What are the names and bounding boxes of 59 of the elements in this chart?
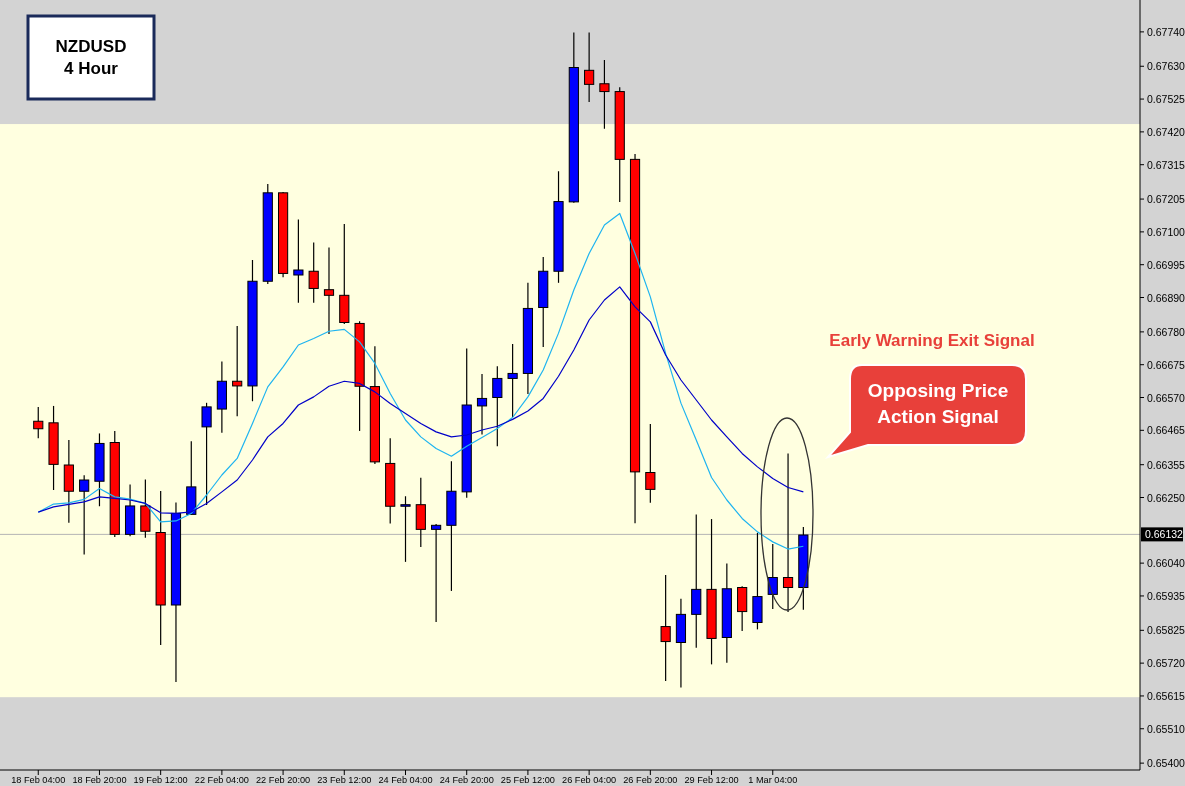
y-tick-label: 0.67315 (1147, 158, 1185, 171)
x-tick-label: 26 Feb 04:00 (562, 775, 617, 785)
y-tick-label: 0.65615 (1147, 689, 1185, 702)
x-tick-label: 18 Feb 20:00 (72, 775, 127, 785)
candlestick (660, 574, 671, 682)
candlestick (323, 246, 335, 335)
y-tick-label: 0.66995 (1147, 258, 1185, 271)
candlestick (308, 241, 319, 304)
x-tick-label: 26 Feb 20:00 (623, 775, 678, 785)
candlestick (507, 343, 518, 418)
y-tick-label: 0.65510 (1147, 722, 1185, 735)
candlestick (201, 402, 212, 506)
candlestick (33, 406, 44, 439)
y-tick-label: 0.65935 (1147, 589, 1185, 602)
x-tick-label: 19 Feb 12:00 (133, 775, 188, 785)
x-tick-label: 24 Feb 20:00 (439, 775, 494, 785)
x-tick-label: 29 Feb 12:00 (684, 775, 739, 785)
candlestick (400, 495, 411, 563)
y-tick-label: 0.67630 (1147, 60, 1185, 73)
candlestick (782, 452, 794, 613)
y-tick-label: 0.66780 (1147, 325, 1185, 338)
candlestick (476, 373, 488, 435)
x-tick-label: 1 Mar 04:00 (748, 775, 798, 785)
y-tick-label: 0.66250 (1147, 491, 1185, 504)
x-tick-label: 25 Feb 12:00 (500, 775, 555, 785)
x-tick-label: 23 Feb 12:00 (317, 775, 372, 785)
y-tick-label: 0.67205 (1147, 193, 1185, 206)
candlestick (232, 325, 243, 417)
y-tick-label: 0.66675 (1147, 358, 1185, 371)
y-tick-label: 0.67525 (1147, 93, 1185, 106)
y-tick-label: 0.65825 (1147, 624, 1185, 637)
x-tick-label: 22 Feb 20:00 (256, 775, 311, 785)
text: NZDUSD (55, 37, 127, 56)
line-series (37, 286, 804, 515)
y-tick-label: 0.66040 (1147, 557, 1185, 570)
x-tick-label: 24 Feb 04:00 (378, 775, 433, 785)
candlestick (599, 59, 610, 130)
text: Opposing Price Action Signal (867, 380, 1009, 427)
y-tick-label: 0.65720 (1147, 657, 1185, 670)
candlestick (293, 218, 304, 304)
y-tick-label: 0.66570 (1147, 391, 1185, 404)
y-tick-label: 0.66465 (1147, 424, 1185, 437)
candlestick (431, 523, 442, 623)
y-tick-label: 0.66890 (1147, 291, 1185, 304)
x-tick-label: 18 Feb 04:00 (11, 775, 66, 785)
y-tick-label: 0.67420 (1147, 125, 1185, 138)
y-tick-label: 0.67740 (1147, 25, 1185, 38)
x-tick-label: 22 Feb 04:00 (194, 775, 249, 785)
candlestick (79, 474, 90, 555)
candlestick (645, 423, 656, 504)
text: Early Warning Exit Signal (829, 331, 1035, 350)
candlestick (492, 365, 503, 447)
y-tick-label: 0.67100 (1147, 225, 1185, 238)
line-series (37, 212, 804, 550)
text: 4 Hour (64, 59, 119, 78)
ref-line-label: 0.66132 (1145, 528, 1184, 541)
y-tick-label: 0.66355 (1147, 458, 1185, 471)
y-tick-label: 0.65400 (1147, 757, 1185, 770)
candlestick (584, 31, 595, 103)
